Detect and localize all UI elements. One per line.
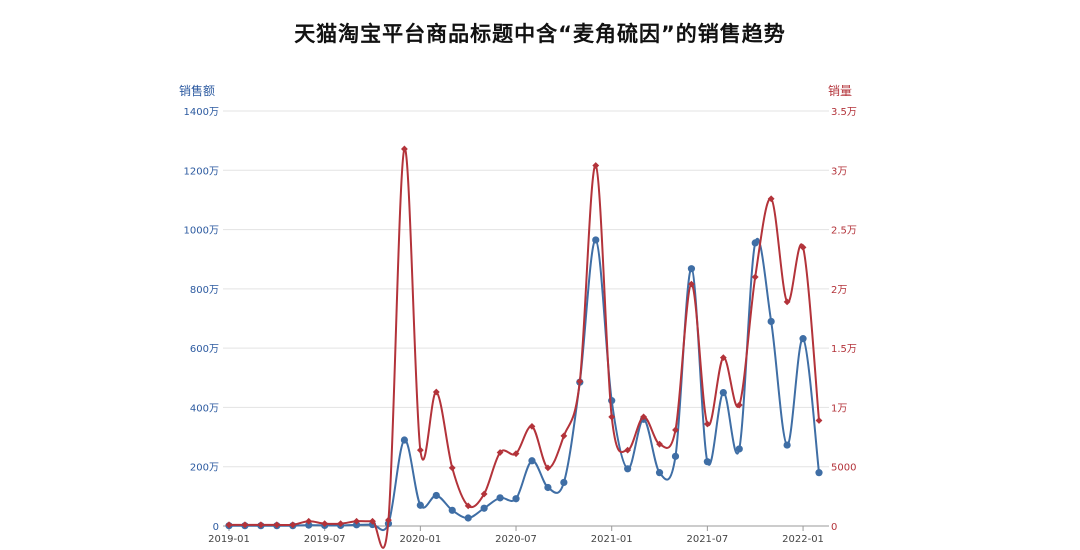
sales-amount-point [416, 501, 424, 509]
left-tick-label: 400万 [190, 403, 219, 414]
sales-volume-point [321, 520, 329, 528]
sales-volume-point [512, 450, 520, 458]
left-axis-label: 销售额 [179, 84, 216, 98]
right-tick-label: 5000 [831, 463, 856, 474]
right-tick-label: 3万 [831, 166, 847, 177]
sales-volume-point [416, 446, 424, 454]
sales-amount-point [671, 452, 680, 460]
right-tick-label: 1.5万 [831, 344, 857, 355]
sales-amount-point [560, 478, 568, 487]
sales-volume-point [273, 521, 281, 529]
left-tick-label: 200万 [190, 463, 219, 474]
sales-volume-point [703, 420, 711, 428]
sales-amount-point [783, 441, 791, 449]
sales-amount-point [432, 491, 440, 500]
sales-volume-point [432, 388, 440, 396]
right-tick-label: 3.5万 [831, 107, 857, 118]
left-tick-label: 600万 [190, 344, 219, 355]
sales-amount-point [719, 389, 727, 397]
sales-volume-point [735, 401, 743, 409]
sales-volume-point [305, 517, 313, 525]
sales-amount-point [799, 335, 807, 343]
sales-volume-point [624, 446, 632, 454]
sales-volume-point [608, 413, 616, 421]
sales-volume-point [560, 432, 568, 440]
sales-amount-point [655, 469, 664, 477]
sales-amount-point [687, 265, 696, 273]
sales-volume-point [751, 273, 759, 281]
x-tick-label: 2021-01 [591, 534, 633, 545]
sales-volume-point [640, 413, 647, 421]
x-tick-label: 2022-01 [782, 534, 824, 545]
sales-amount-point [767, 317, 775, 326]
sales-volume-point [225, 521, 233, 529]
sales-volume-point [337, 520, 345, 528]
sales-volume-point [448, 464, 456, 472]
sales-amount-point [735, 445, 743, 453]
sales-volume-point [369, 517, 376, 525]
sales-amount-point [624, 465, 632, 473]
sales-volume-point [767, 195, 775, 203]
sales-amount-point [305, 521, 313, 529]
sales-volume-point [719, 354, 727, 362]
x-tick-label: 2020-01 [399, 534, 441, 545]
sales-amount-point [496, 494, 504, 502]
sales-amount-point [448, 506, 456, 514]
sales-volume-point [464, 502, 472, 510]
sales-volume-point [576, 377, 584, 385]
sales-volume-point [257, 521, 265, 529]
sales-amount-point [815, 469, 823, 477]
chart-title: 天猫淘宝平台商品标题中含“麦角硫因”的销售趋势 [294, 22, 786, 46]
x-tick-label: 2019-01 [208, 534, 250, 545]
right-tick-label: 0 [831, 522, 837, 533]
sales-volume-point [289, 521, 297, 529]
sales-amount-point [400, 436, 409, 444]
sales-amount-point [528, 457, 536, 465]
sales-amount-point [751, 239, 759, 247]
right-tick-label: 2.5万 [831, 226, 857, 237]
sales-volume-point [672, 426, 679, 434]
sales-amount-point [464, 514, 472, 522]
sales-volume-point [799, 243, 807, 251]
sales-volume-point [783, 298, 791, 306]
sales-amount-point [480, 504, 488, 512]
sales-amount-point [703, 458, 711, 466]
sales-volume-point [353, 517, 360, 525]
sales-amount-point [592, 236, 600, 244]
sales-amount-point [352, 521, 361, 529]
right-tick-label: 2万 [831, 285, 847, 296]
left-tick-label: 0 [213, 522, 219, 533]
sales-volume-point [241, 521, 249, 529]
right-tick-label: 1万 [831, 403, 847, 414]
sales-amount-point [544, 483, 552, 492]
sales-volume-point [815, 417, 823, 424]
sales-volume-line [229, 147, 820, 549]
x-tick-label: 2020-07 [495, 534, 537, 545]
sales-volume-point [592, 162, 600, 169]
sales-volume-point [688, 280, 695, 288]
left-tick-label: 1000万 [184, 226, 219, 237]
left-tick-label: 1400万 [184, 107, 219, 118]
left-tick-label: 1200万 [184, 166, 219, 177]
x-tick-label: 2021-07 [686, 534, 728, 545]
sales-volume-point [401, 145, 408, 153]
x-tick-label: 2019-07 [304, 534, 346, 545]
right-axis-label: 销量 [828, 84, 853, 98]
sales-volume-point [544, 464, 552, 472]
sales-amount-point [512, 495, 520, 503]
sales-volume-point [656, 440, 663, 448]
sales-volume-point [496, 449, 504, 456]
sales-volume-point [385, 516, 392, 524]
sales-volume-point [480, 490, 488, 498]
left-tick-label: 800万 [190, 285, 219, 296]
sales-volume-point [528, 423, 536, 430]
